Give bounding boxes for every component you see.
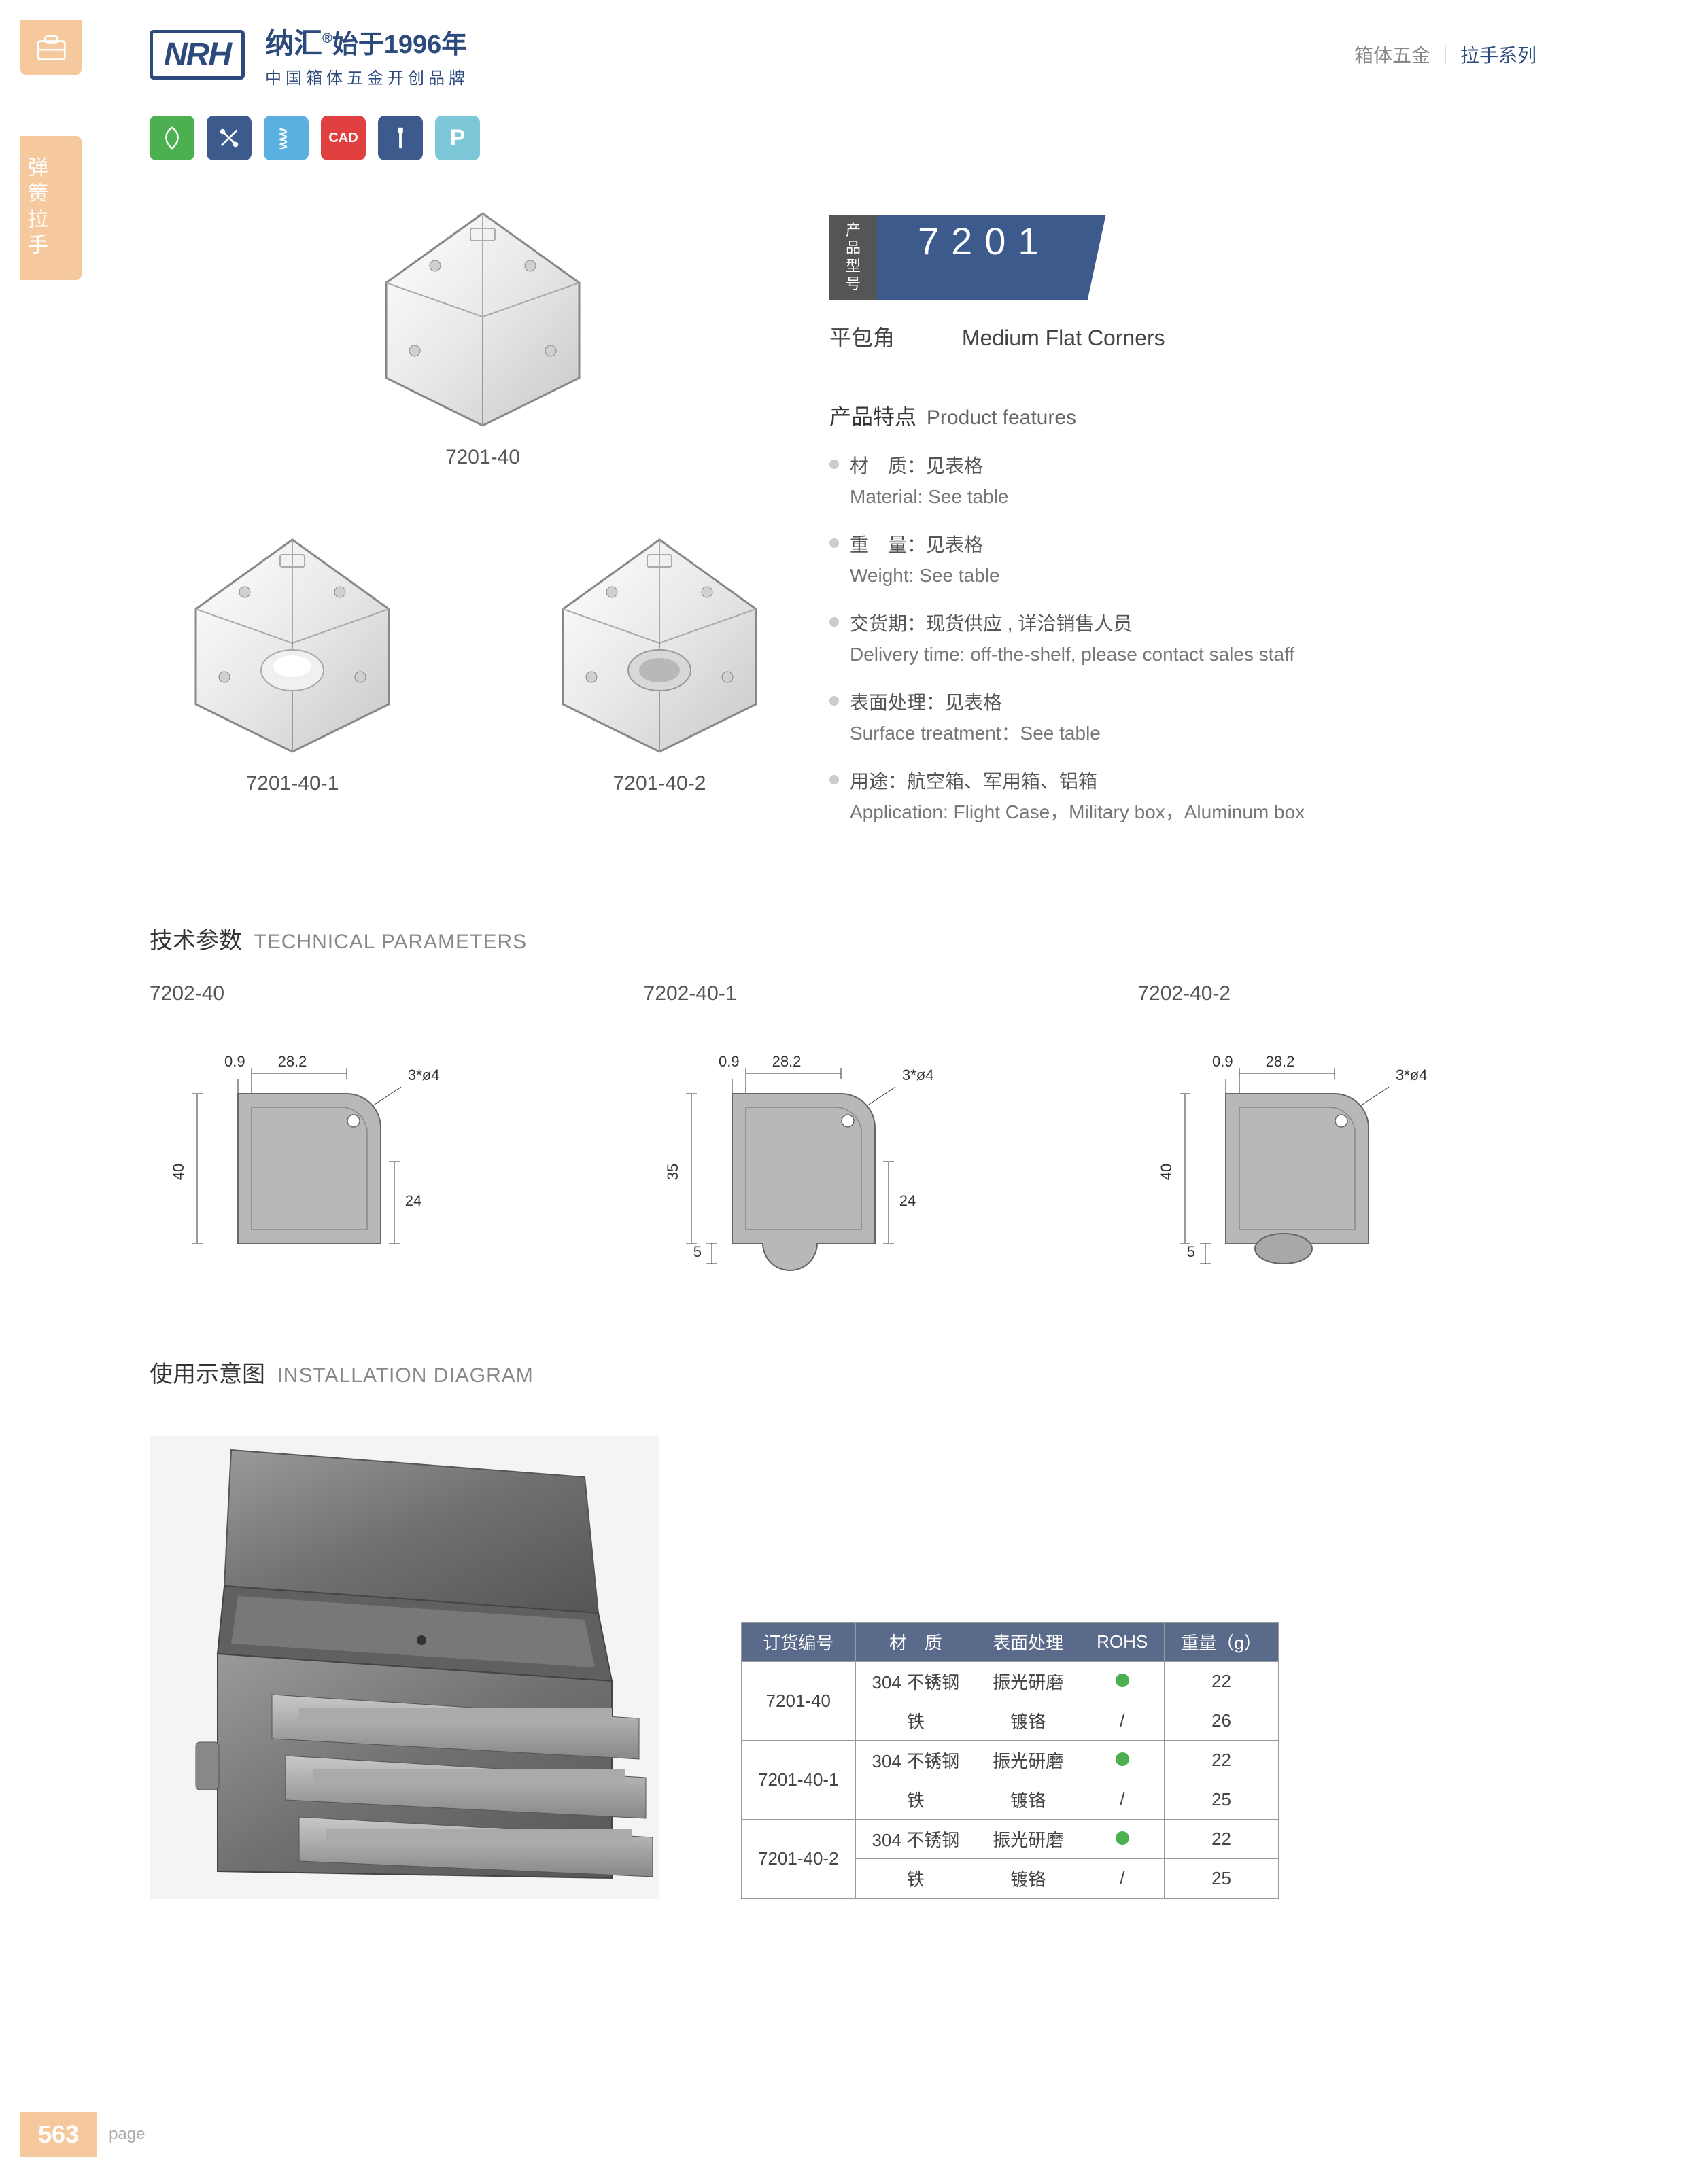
feature-en: Application: Flight Case，Military box，Al… [850,798,1550,827]
tech-diagram-label: 7202-40-2 [1137,982,1550,1005]
feature-cn: 材 质：见表格 [850,451,1550,479]
product-image-caption: 7201-40 [367,446,598,469]
brand-cn: 纳汇 [265,27,322,59]
product-images: 7201-40 7201-40-1 7201-40-2 [150,201,829,867]
spec-header: 订货编号 [742,1623,856,1662]
spec-header: ROHS [1080,1623,1165,1662]
category-main: 箱体五金 [1354,45,1430,66]
install-heading: 使用示意图 INSTALLATION DIAGRAM [0,1301,1686,1416]
page-number: 563 [20,2112,97,2157]
spec-code: 7201-40 [742,1662,856,1741]
spec-row: 7201-40-2 304 不锈钢振光研磨22 [742,1820,1279,1859]
installation-image [150,1436,659,1899]
tech-diagram-label: 7202-40 [150,982,562,1005]
side-tab-icon [20,20,82,75]
svg-text:35: 35 [664,1164,681,1180]
feature-icon: CAD [321,116,366,160]
model-badge-label: 产品 型号 [829,215,877,300]
tech-diagrams-row: 7202-40 0.9 28.2 3*ø4 40 24 7202-40-1 0.… [0,982,1686,1301]
feature-icon [378,116,423,160]
spec-header: 表面处理 [976,1623,1080,1662]
feature-icon [150,116,194,160]
svg-text:3*ø4: 3*ø4 [408,1067,439,1084]
svg-text:24: 24 [405,1192,422,1209]
since-year: 始于1996年 [332,31,468,59]
feature-cn: 用途：航空箱、军用箱、铝箱 [850,767,1550,794]
product-image-caption: 7201-40-1 [177,772,408,795]
product-name-cn: 平包角 [829,326,895,350]
reg-mark: ® [322,31,332,46]
spec-code: 7201-40-1 [742,1741,856,1820]
product-image: 7201-40-1 [177,527,408,795]
feature-icon [207,116,252,160]
category-sub: 拉手系列 [1460,45,1536,66]
svg-text:5: 5 [693,1243,701,1260]
svg-text:24: 24 [899,1192,915,1209]
model-badge: 产品 型号 7201 [829,215,1550,300]
features-title: 产品特点 Product features [829,400,1550,431]
feature-list: 材 质：见表格 Material: See table 重 量：见表格 Weight:… [829,451,1550,827]
tech-diagram: 7202-40-1 0.9 28.2 3*ø4 35 24 5 [644,982,1056,1301]
feature-cn: 表面处理：见表格 [850,688,1550,715]
brand-block: 纳汇®始于1996年 中国箱体五金开创品牌 [265,20,469,88]
page-word: page [109,2125,145,2144]
feature-cn: 重 量：见表格 [850,530,1550,557]
feature-en: Delivery time: off-the-shelf, please con… [850,640,1550,669]
svg-text:0.9: 0.9 [224,1053,245,1070]
spec-table: 订货编号材 质表面处理ROHS重量（g） 7201-40 304 不锈钢振光研磨… [741,1622,1279,1899]
feature-cn: 交货期：现货供应 , 详洽销售人员 [850,609,1550,636]
product-image: 7201-40 [367,201,598,469]
feature-item: 表面处理：见表格 Surface treatment：See table [829,688,1550,748]
svg-text:40: 40 [170,1164,187,1180]
tech-diagram: 7202-40 0.9 28.2 3*ø4 40 24 [150,982,562,1301]
logo: NRH [150,30,245,80]
tech-diagram-label: 7202-40-1 [644,982,1056,1005]
product-name: 平包角 Medium Flat Corners [829,321,1550,352]
header-category: 箱体五金｜拉手系列 [1354,41,1536,68]
feature-item: 材 质：见表格 Material: See table [829,451,1550,511]
product-info-panel: 产品 型号 7201 平包角 Medium Flat Corners 产品特点 … [829,201,1550,867]
svg-text:5: 5 [1187,1243,1195,1260]
feature-item: 用途：航空箱、军用箱、铝箱 Application: Flight Case，Mi… [829,767,1550,827]
feature-en: Weight: See table [850,561,1550,590]
spec-row: 7201-40 304 不锈钢振光研磨22 [742,1662,1279,1701]
feature-en: Surface treatment：See table [850,719,1550,748]
product-image-caption: 7201-40-2 [544,772,775,795]
model-number: 7201 [877,215,1106,300]
brand-slogan: 中国箱体五金开创品牌 [265,65,469,88]
svg-text:28.2: 28.2 [1266,1053,1295,1070]
spec-row: 7201-40-1 304 不锈钢振光研磨22 [742,1741,1279,1780]
svg-text:0.9: 0.9 [719,1053,740,1070]
feature-item: 重 量：见表格 Weight: See table [829,530,1550,590]
svg-text:0.9: 0.9 [1212,1053,1233,1070]
feature-icon [264,116,309,160]
tech-heading: 技术参数 TECHNICAL PARAMETERS [0,867,1686,982]
feature-icons-row: CAD P [0,102,1686,160]
svg-text:3*ø4: 3*ø4 [902,1067,933,1084]
product-image: 7201-40-2 [544,527,775,795]
feature-en: Material: See table [850,483,1550,511]
svg-text:28.2: 28.2 [772,1053,801,1070]
feature-item: 交货期：现货供应 , 详洽销售人员 Delivery time: off-the-… [829,609,1550,669]
spec-header: 材 质 [855,1623,976,1662]
page-footer: 563 page [20,2112,145,2157]
side-tab-label: 弹簧拉手 [20,136,82,280]
feature-icon: P [435,116,480,160]
svg-text:40: 40 [1158,1164,1175,1180]
spec-header: 重量（g） [1165,1623,1278,1662]
product-name-en: Medium Flat Corners [962,326,1165,350]
svg-text:3*ø4: 3*ø4 [1396,1067,1427,1084]
page-header: NRH 纳汇®始于1996年 中国箱体五金开创品牌 箱体五金｜拉手系列 [0,20,1686,102]
svg-text:28.2: 28.2 [278,1053,307,1070]
tech-diagram: 7202-40-2 0.9 28.2 3*ø4 40 5 [1137,982,1550,1301]
spec-code: 7201-40-2 [742,1820,856,1899]
